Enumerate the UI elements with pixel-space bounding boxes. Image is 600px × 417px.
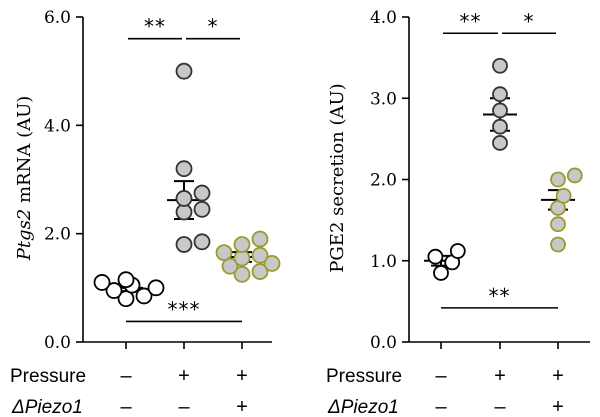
data-point bbox=[492, 57, 508, 74]
significance-label: ** bbox=[489, 284, 511, 308]
significance-label: * bbox=[524, 9, 535, 33]
condition-signs: – – + – + + – – + – + + bbox=[120, 365, 563, 417]
pge2-panel: PGE2 secretion (AU) 0.01.02.03.04.0 ** **… bbox=[327, 8, 590, 353]
data-point bbox=[193, 233, 211, 251]
pressure-sign: + bbox=[494, 365, 506, 387]
data-point bbox=[175, 190, 193, 207]
data-point bbox=[550, 171, 566, 188]
data-point bbox=[433, 265, 449, 281]
y-ticks: 0.0 1.0 2.0 3.0 4.0 bbox=[370, 8, 409, 353]
data-point bbox=[492, 135, 508, 151]
pressure-row-label-right: Pressure bbox=[326, 366, 402, 387]
significance-label: *** bbox=[168, 297, 201, 321]
data-point bbox=[492, 86, 508, 103]
significance-label: ** bbox=[460, 9, 482, 33]
data-point bbox=[427, 248, 444, 265]
y-tick-label: 0.0 bbox=[44, 333, 71, 353]
y-tick-label: 3.0 bbox=[370, 89, 397, 109]
data-point bbox=[555, 187, 572, 204]
data-point bbox=[193, 184, 211, 202]
significance-label: * bbox=[208, 15, 219, 39]
significance-marks: ** **** bbox=[126, 15, 242, 323]
y-tick-label: 4.0 bbox=[370, 8, 397, 28]
pressure-sign: – bbox=[120, 365, 132, 387]
data-point bbox=[550, 216, 566, 233]
data-points bbox=[427, 57, 583, 281]
y-tick-label: 0.0 bbox=[370, 333, 397, 353]
data-point bbox=[251, 246, 269, 264]
data-point bbox=[175, 160, 193, 178]
piezo-row-label-left: ΔPiezo1 bbox=[11, 397, 83, 417]
condition-rows: Pressure ΔPiezo1 Pressure ΔPiezo1 – – + – + +… bbox=[10, 365, 564, 417]
data-point bbox=[117, 290, 135, 308]
y-tick-label: 6.0 bbox=[44, 8, 71, 28]
x-ticks bbox=[125, 342, 243, 349]
pressure-sign: + bbox=[236, 365, 248, 387]
piezo-sign: – bbox=[178, 396, 190, 417]
data-point bbox=[492, 102, 508, 119]
y-axis-label: PGE2 secretion (AU) bbox=[327, 83, 348, 272]
data-point bbox=[251, 230, 269, 248]
data-point bbox=[175, 236, 193, 253]
y-tick-label: 4.0 bbox=[44, 116, 71, 136]
pressure-sign: – bbox=[435, 365, 447, 387]
data-point bbox=[492, 118, 508, 135]
data-point bbox=[147, 279, 165, 297]
data-point bbox=[233, 236, 251, 253]
data-point bbox=[117, 271, 135, 289]
data-point bbox=[233, 265, 251, 283]
piezo-sign: – bbox=[120, 396, 132, 417]
pressure-sign: + bbox=[178, 365, 190, 387]
data-point bbox=[251, 263, 269, 280]
data-point bbox=[135, 287, 153, 305]
y-axis-label: Ptgs2 mRNA (AU) bbox=[14, 96, 35, 262]
data-point bbox=[105, 282, 123, 299]
piezo-sign: – bbox=[494, 396, 506, 417]
piezo-sign: + bbox=[552, 396, 564, 417]
pressure-row-label-left: Pressure bbox=[10, 366, 86, 387]
data-point bbox=[263, 255, 281, 272]
pressure-sign: + bbox=[552, 365, 564, 387]
y-tick-label: 2.0 bbox=[44, 225, 71, 245]
data-point bbox=[550, 236, 566, 253]
x-ticks bbox=[440, 342, 559, 349]
data-point bbox=[566, 167, 583, 184]
ptgs2-panel: Ptgs2 mRNA (AU) 0.02.04.06.0 ** **** bbox=[14, 8, 281, 353]
data-point bbox=[449, 243, 466, 259]
piezo-sign: + bbox=[236, 396, 248, 417]
piezo-sign: – bbox=[435, 396, 447, 417]
y-tick-label: 2.0 bbox=[370, 171, 397, 191]
data-point bbox=[175, 62, 193, 80]
data-point bbox=[93, 274, 111, 291]
piezo-row-label-right: ΔPiezo1 bbox=[327, 397, 399, 417]
data-point bbox=[221, 257, 239, 275]
significance-marks: ** *** bbox=[441, 9, 558, 309]
data-point bbox=[215, 244, 233, 262]
data-points bbox=[93, 62, 281, 308]
significance-label: ** bbox=[144, 15, 166, 39]
y-ticks: 0.0 2.0 4.0 6.0 bbox=[44, 8, 83, 353]
y-tick-label: 1.0 bbox=[370, 252, 397, 272]
data-point bbox=[193, 200, 211, 218]
